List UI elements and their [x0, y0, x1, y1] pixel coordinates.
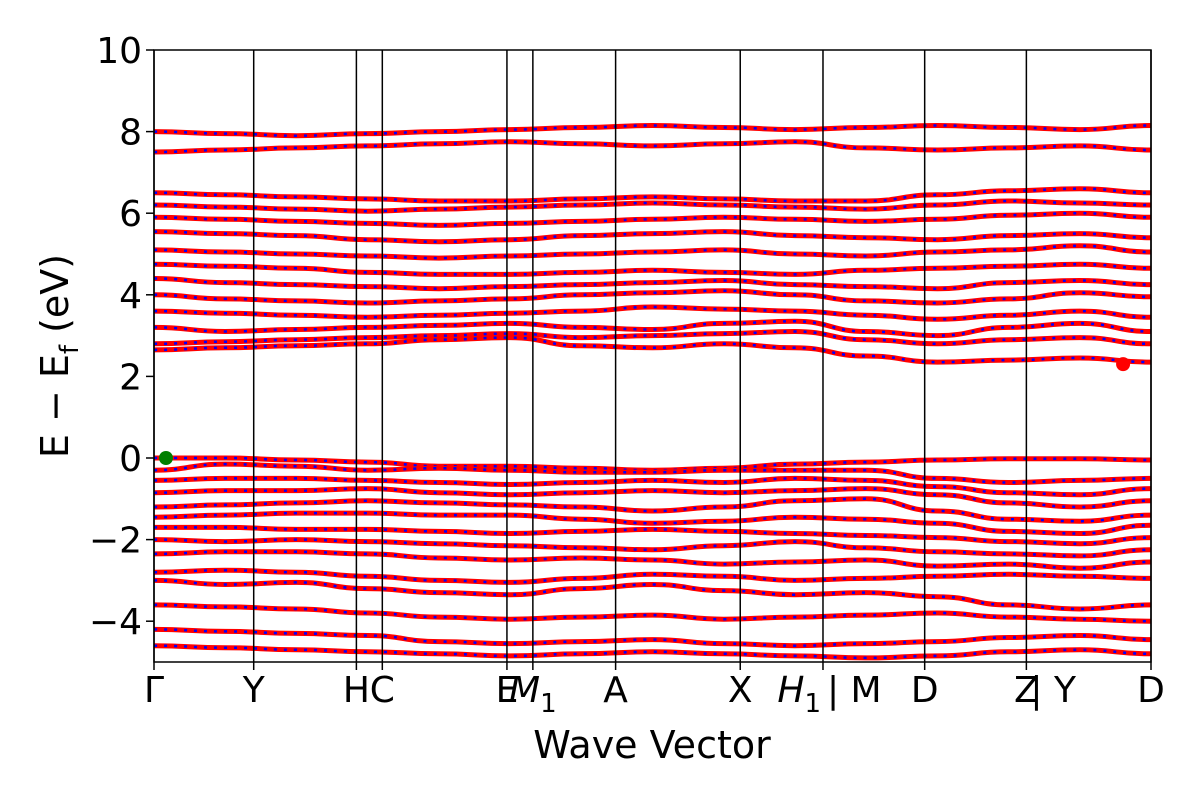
band-overlay-line — [154, 456, 1151, 472]
band-overlay-line — [154, 497, 1151, 523]
band-overlay-line — [154, 550, 1151, 570]
band-line — [154, 335, 1151, 365]
y-tick-label: 8 — [119, 113, 142, 154]
y-axis-label: E − Ef (eV) — [33, 254, 85, 458]
kpoint-lines — [153, 50, 1152, 662]
band-overlay-line — [154, 644, 1151, 660]
x-tick-label: H — [343, 670, 370, 711]
x-tick-label: D — [911, 670, 939, 711]
x-tick-label: M1 — [509, 670, 557, 719]
x-tick-label: A — [603, 670, 628, 711]
band-overlay-line — [154, 187, 1151, 203]
band-overlay-line — [154, 487, 1151, 509]
y-axis-label-subscript: f — [55, 344, 85, 354]
y-tick-label: −2 — [89, 521, 142, 562]
band-overlay-line — [154, 603, 1151, 623]
band-overlay-line — [154, 199, 1151, 213]
y-axis-label-unit: (eV) — [33, 254, 77, 333]
bands-layer — [154, 122, 1151, 661]
band-overlay-line — [154, 330, 1151, 346]
x-tick-label: D — [1137, 670, 1165, 711]
band-overlay-line — [154, 211, 1151, 227]
band-line — [154, 577, 1151, 612]
band-edge-marker — [1116, 357, 1131, 372]
y-tick-label: −4 — [89, 602, 142, 643]
band-overlay-line — [154, 289, 1151, 305]
x-tick-label: X — [728, 670, 753, 711]
band-overlay-line — [154, 538, 1151, 558]
x-tick-label: Z — [1014, 670, 1039, 711]
band-overlay-line — [154, 526, 1151, 545]
band-overlay-line — [154, 244, 1151, 260]
y-tick-label: 2 — [119, 357, 142, 398]
band-overlay-line — [154, 305, 1151, 321]
x-axis-label: Wave Vector — [533, 723, 771, 767]
band-overlay-line — [154, 628, 1151, 647]
plot-frame — [153, 49, 1152, 663]
band-overlay-line — [154, 230, 1151, 244]
x-tick-label: | Y — [1030, 670, 1077, 711]
band-overlay-line — [154, 140, 1151, 154]
y-tick-label: 4 — [119, 276, 142, 317]
band-overlay-line — [154, 511, 1151, 535]
y-tick-label: 0 — [119, 439, 142, 480]
band-overlay-line — [154, 462, 1151, 484]
y-axis: −4 −2 0 2 4 6 8 10 — [89, 31, 154, 643]
x-tick-label: E — [496, 670, 519, 711]
band-edge-marker — [158, 451, 173, 465]
y-tick-label: 6 — [119, 194, 142, 235]
band-overlay-line — [154, 320, 1151, 337]
band-overlay-line — [154, 477, 1151, 496]
band-overlay-line — [154, 124, 1151, 137]
x-tick-label: H1 — [777, 670, 821, 719]
x-tick-label: Y — [242, 670, 266, 711]
band-overlay-line — [154, 262, 1151, 276]
x-tick-label: C — [370, 670, 395, 711]
y-tick-label: 10 — [96, 31, 142, 72]
x-tick-label: Γ — [144, 670, 164, 711]
x-tick-label: | M — [827, 670, 882, 711]
band-overlay-line — [154, 277, 1151, 290]
band-overlay-line — [154, 568, 1151, 584]
y-axis-label-main: E − E — [33, 354, 77, 458]
x-axis: Γ Y H C EM1 A X H1 | M D Z| Y D — [144, 662, 1165, 719]
markers-layer — [158, 357, 1131, 465]
